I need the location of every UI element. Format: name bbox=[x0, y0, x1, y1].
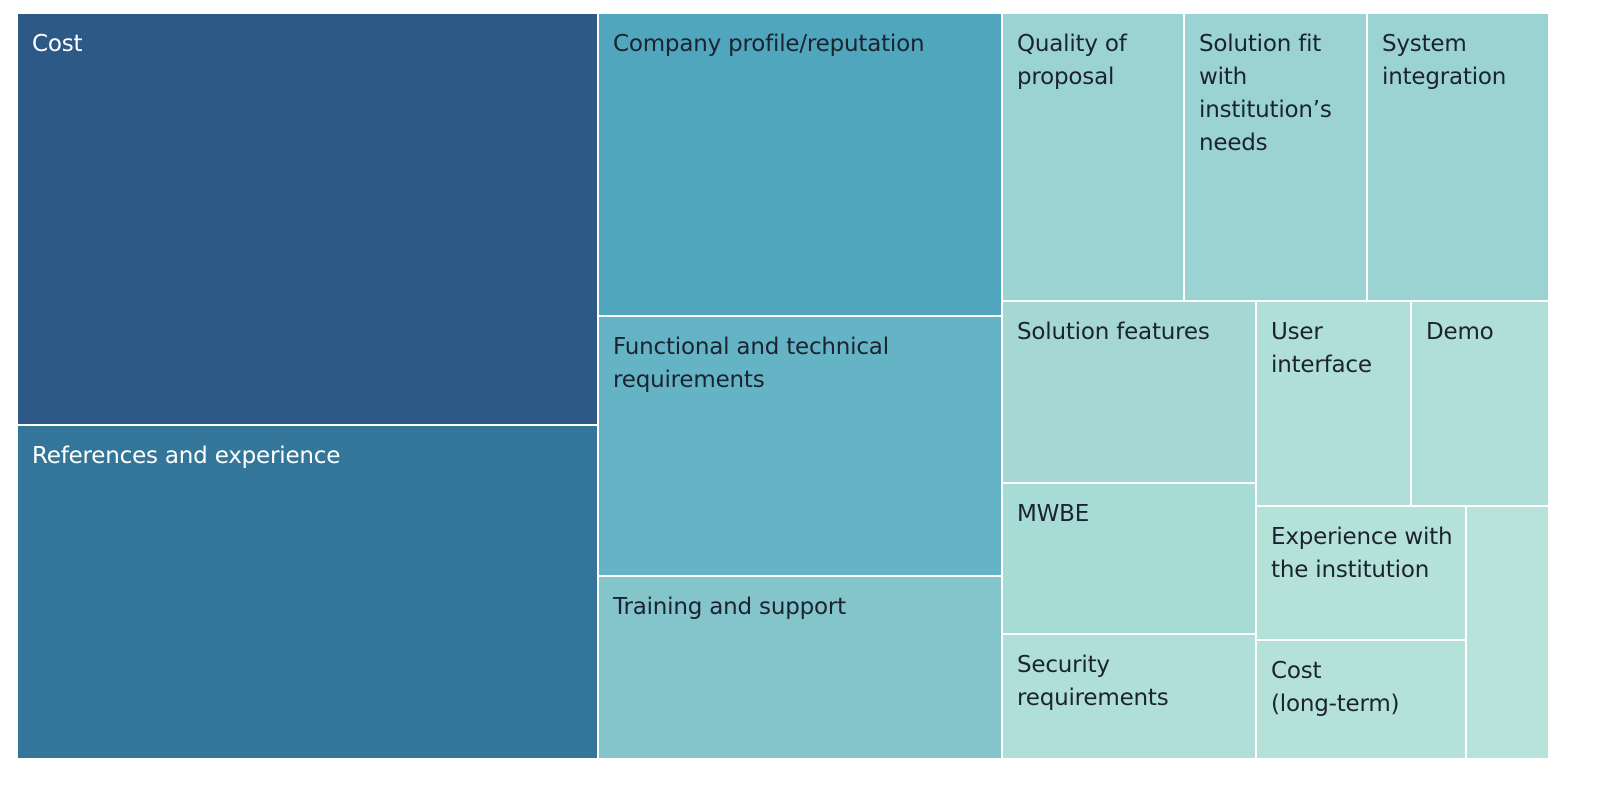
treemap-tile: Experience with the institution bbox=[1257, 507, 1465, 639]
treemap-tile: Security requirements bbox=[1003, 635, 1255, 758]
treemap-tile-label: Functional and technical requirements bbox=[613, 334, 889, 393]
treemap-tile: Cost bbox=[18, 14, 597, 424]
treemap-tile: References and experience bbox=[18, 426, 597, 758]
treemap-tile-label: Quality of proposal bbox=[1017, 31, 1127, 90]
treemap-tile: User interface bbox=[1257, 302, 1410, 505]
treemap-tile-label: Security requirements bbox=[1017, 652, 1169, 711]
treemap-tile-label: Company profile/reputation bbox=[613, 31, 925, 57]
treemap-tile-label: System integration bbox=[1382, 31, 1507, 90]
treemap-tile-label: Demo bbox=[1426, 319, 1494, 345]
treemap-tile: System integration bbox=[1368, 14, 1548, 300]
treemap-tile: Solution fit with institution’s needs bbox=[1185, 14, 1366, 300]
treemap-tile-label: Solution features bbox=[1017, 319, 1210, 345]
treemap-tile: Quality of proposal bbox=[1003, 14, 1183, 300]
treemap-tile-label: Solution fit with institution’s needs bbox=[1199, 31, 1332, 156]
treemap-tile: Demo bbox=[1412, 302, 1548, 505]
treemap-tile-label: Cost bbox=[32, 31, 83, 57]
treemap-tile-label: MWBE bbox=[1017, 501, 1090, 527]
treemap-tile bbox=[1467, 507, 1548, 758]
treemap-tile-label: Cost (long-term) bbox=[1271, 658, 1400, 717]
treemap-tile: Training and support bbox=[599, 577, 1001, 758]
treemap-tile-label: Experience with the institution bbox=[1271, 524, 1453, 583]
treemap-tile-label: Training and support bbox=[613, 594, 846, 620]
treemap-tile-label: User interface bbox=[1271, 319, 1372, 378]
treemap-tile: MWBE bbox=[1003, 484, 1255, 633]
treemap-tile: Cost (long-term) bbox=[1257, 641, 1465, 758]
treemap-tile: Functional and technical requirements bbox=[599, 317, 1001, 575]
treemap-tile-label: References and experience bbox=[32, 443, 341, 469]
treemap-tile: Solution features bbox=[1003, 302, 1255, 482]
treemap-tile: Company profile/reputation bbox=[599, 14, 1001, 315]
